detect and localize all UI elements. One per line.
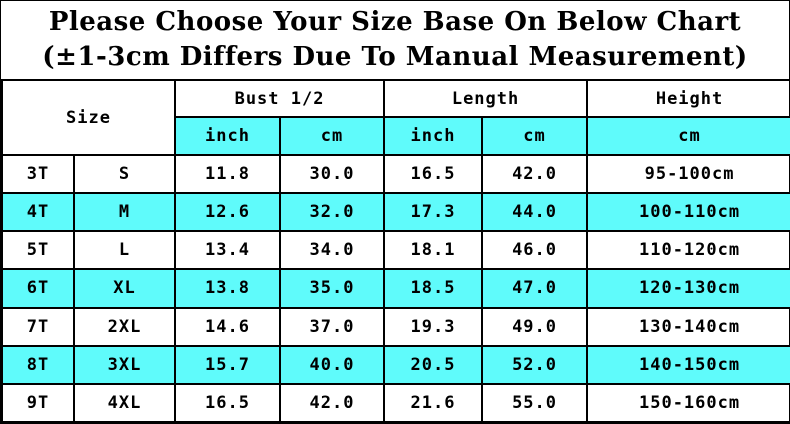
cell-height: 100-110cm bbox=[586, 192, 790, 233]
table-row: 5T L 13.4 34.0 18.1 46.0 110-120cm bbox=[1, 230, 790, 271]
header-bust: Bust 1/2 bbox=[174, 79, 386, 118]
size-table-body: 3T S 11.8 30.0 16.5 42.0 95-100cm 4T M 1… bbox=[1, 153, 790, 424]
cell-letter-size: M bbox=[72, 192, 177, 233]
cell-age-size: 3T bbox=[1, 153, 75, 195]
cell-length-cm: 52.0 bbox=[481, 344, 589, 385]
cell-length-inch: 17.3 bbox=[383, 192, 484, 233]
cell-bust-inch: 11.8 bbox=[174, 153, 282, 195]
cell-age-size: 4T bbox=[1, 192, 75, 233]
cell-bust-cm: 40.0 bbox=[279, 344, 386, 385]
cell-length-inch: 19.3 bbox=[383, 306, 484, 347]
chart-title: Please Choose Your Size Base On Below Ch… bbox=[1, 1, 789, 79]
cell-bust-cm: 34.0 bbox=[279, 230, 386, 271]
table-row: 9T 4XL 16.5 42.0 21.6 55.0 150-160cm bbox=[1, 382, 790, 424]
cell-age-size: 8T bbox=[1, 344, 75, 385]
cell-length-cm: 44.0 bbox=[481, 192, 589, 233]
cell-length-inch: 21.6 bbox=[383, 382, 484, 424]
cell-letter-size: 4XL bbox=[72, 382, 177, 424]
cell-bust-inch: 13.4 bbox=[174, 230, 282, 271]
cell-bust-inch: 14.6 bbox=[174, 306, 282, 347]
cell-bust-cm: 32.0 bbox=[279, 192, 386, 233]
cell-length-cm: 47.0 bbox=[481, 268, 589, 309]
cell-height: 150-160cm bbox=[586, 382, 790, 424]
table-row: 3T S 11.8 30.0 16.5 42.0 95-100cm bbox=[1, 153, 790, 195]
cell-age-size: 6T bbox=[1, 268, 75, 309]
header-bust-cm: cm bbox=[279, 116, 386, 156]
cell-letter-size: XL bbox=[72, 268, 177, 309]
cell-length-inch: 20.5 bbox=[383, 344, 484, 385]
cell-bust-inch: 13.8 bbox=[174, 268, 282, 309]
chart-title-line2: (±1-3cm Differs Due To Manual Measuremen… bbox=[42, 42, 748, 72]
cell-height: 140-150cm bbox=[586, 344, 790, 385]
table-row: 8T 3XL 15.7 40.0 20.5 52.0 140-150cm bbox=[1, 344, 790, 385]
table-row: 4T M 12.6 32.0 17.3 44.0 100-110cm bbox=[1, 192, 790, 233]
cell-bust-cm: 37.0 bbox=[279, 306, 386, 347]
cell-length-inch: 18.5 bbox=[383, 268, 484, 309]
cell-length-inch: 18.1 bbox=[383, 230, 484, 271]
table-row: 7T 2XL 14.6 37.0 19.3 49.0 130-140cm bbox=[1, 306, 790, 347]
cell-bust-inch: 12.6 bbox=[174, 192, 282, 233]
cell-height: 120-130cm bbox=[586, 268, 790, 309]
cell-length-inch: 16.5 bbox=[383, 153, 484, 195]
cell-letter-size: 3XL bbox=[72, 344, 177, 385]
cell-letter-size: 2XL bbox=[72, 306, 177, 347]
header-length-inch: inch bbox=[383, 116, 484, 156]
cell-letter-size: S bbox=[72, 153, 177, 195]
header-row-groups: Size Bust 1/2 Length Height bbox=[0, 79, 790, 156]
header-height-cm: cm bbox=[586, 116, 790, 156]
cell-bust-inch: 16.5 bbox=[174, 382, 282, 424]
header-length-cm: cm bbox=[481, 116, 589, 156]
header-length: Length bbox=[383, 79, 589, 118]
cell-height: 95-100cm bbox=[586, 153, 790, 195]
cell-letter-size: L bbox=[72, 230, 177, 271]
chart-title-line1: Please Choose Your Size Base On Below Ch… bbox=[48, 7, 742, 37]
table-row: 6T XL 13.8 35.0 18.5 47.0 120-130cm bbox=[1, 268, 790, 309]
cell-length-cm: 49.0 bbox=[481, 306, 589, 347]
header-bust-inch: inch bbox=[174, 116, 282, 156]
size-table: Size Bust 1/2 Length Height inch cm inch… bbox=[0, 79, 790, 424]
cell-length-cm: 46.0 bbox=[481, 230, 589, 271]
cell-bust-inch: 15.7 bbox=[174, 344, 282, 385]
cell-height: 110-120cm bbox=[586, 230, 790, 271]
cell-height: 130-140cm bbox=[586, 306, 790, 347]
cell-bust-cm: 42.0 bbox=[279, 382, 386, 424]
cell-age-size: 7T bbox=[1, 306, 75, 347]
cell-age-size: 9T bbox=[1, 382, 75, 424]
cell-length-cm: 55.0 bbox=[481, 382, 589, 424]
cell-length-cm: 42.0 bbox=[481, 153, 589, 195]
cell-bust-cm: 35.0 bbox=[279, 268, 386, 309]
cell-age-size: 5T bbox=[1, 230, 75, 271]
header-size: Size bbox=[0, 79, 177, 156]
cell-bust-cm: 30.0 bbox=[279, 153, 386, 195]
header-height: Height bbox=[586, 79, 790, 118]
header-row-units: inch cm inch cm cm bbox=[2, 116, 790, 156]
